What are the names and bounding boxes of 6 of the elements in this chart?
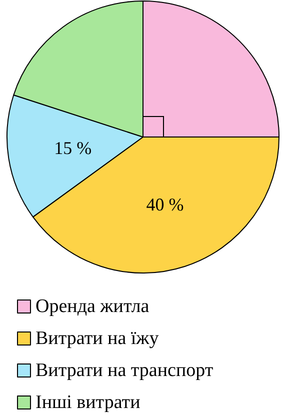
legend-label: Витрати на їжу bbox=[36, 328, 160, 349]
data-label: 40 % bbox=[146, 194, 184, 215]
legend-label: Оренда житла bbox=[36, 296, 150, 317]
legend-label: Інші витрати bbox=[36, 392, 140, 413]
legend-label: Витрати на транспорт bbox=[36, 360, 214, 381]
data-label: 15 % bbox=[54, 138, 92, 158]
